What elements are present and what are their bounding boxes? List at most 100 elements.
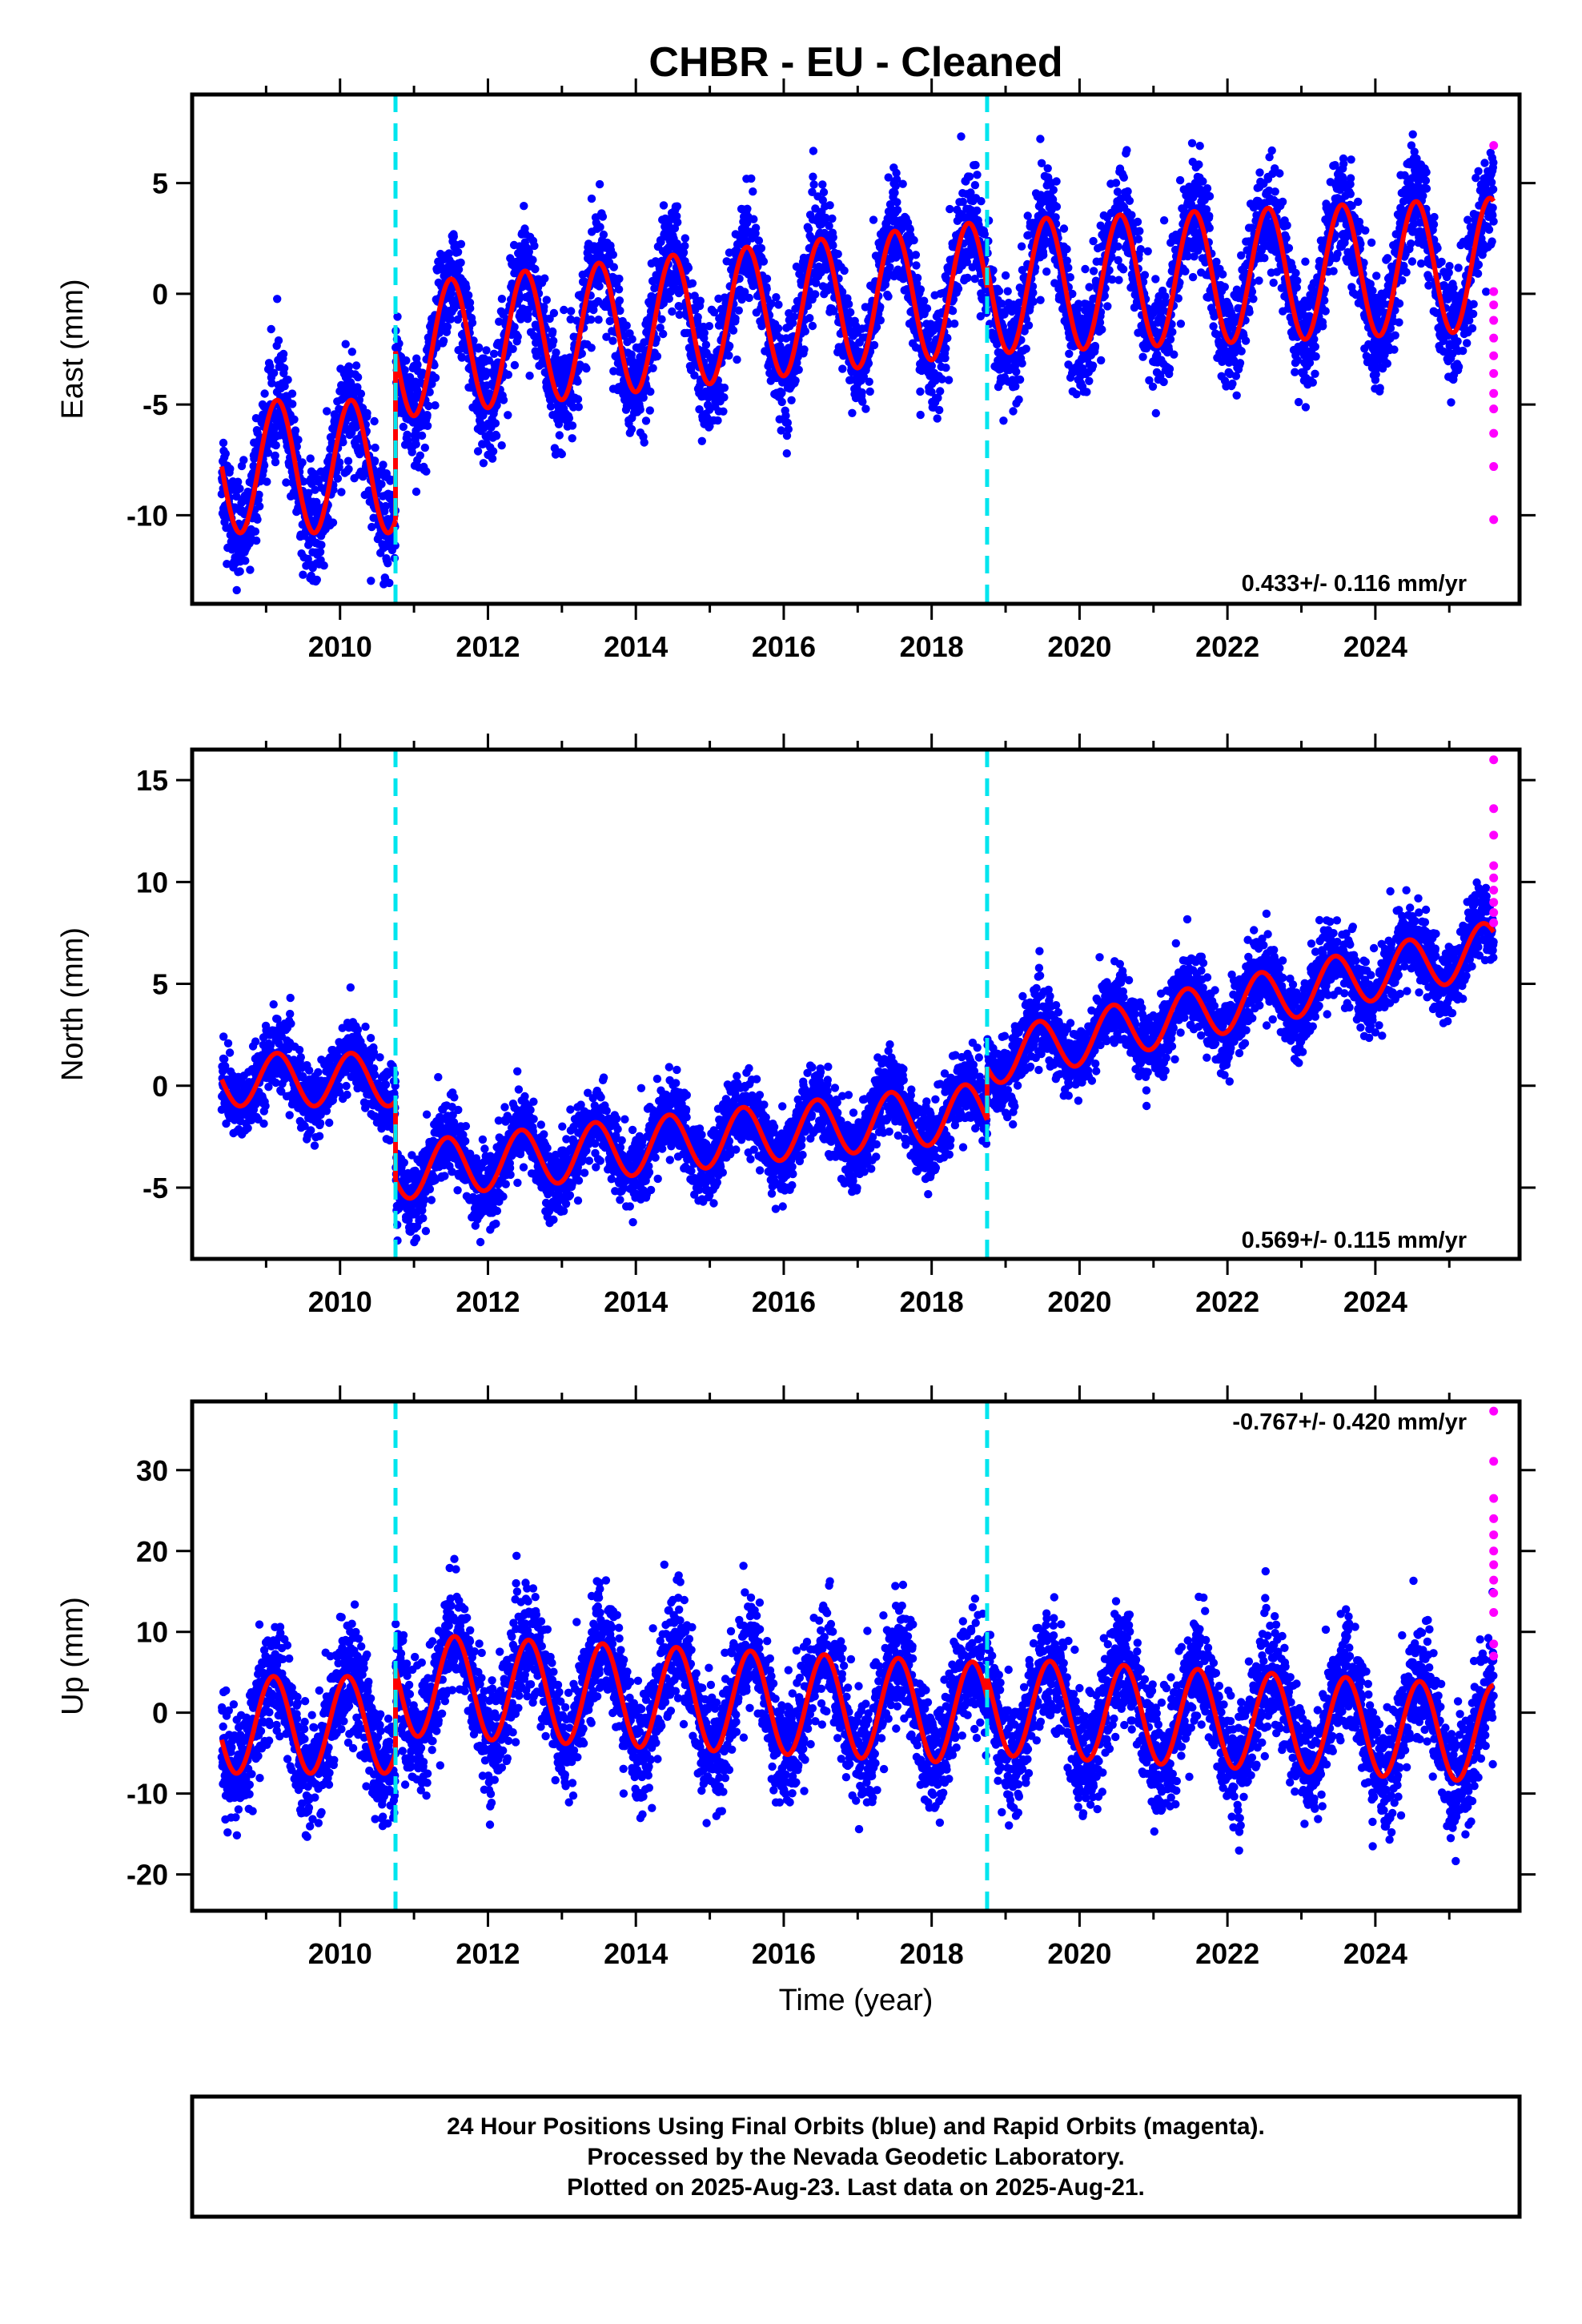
final-orbit-point: [540, 274, 549, 283]
final-orbit-point: [1220, 283, 1230, 292]
final-orbit-point: [1134, 235, 1143, 243]
final-orbit-point: [567, 307, 576, 316]
final-orbit-point: [339, 438, 347, 447]
final-orbit-point: [1228, 379, 1237, 388]
final-orbit-point: [681, 234, 689, 243]
final-orbit-point: [1143, 247, 1152, 255]
final-orbit-point: [1036, 135, 1045, 143]
final-orbit-point: [1015, 375, 1025, 384]
final-orbit-point: [335, 458, 344, 467]
final-orbit-point: [622, 321, 631, 330]
final-orbit-point: [936, 387, 945, 396]
final-orbit-point: [520, 202, 528, 211]
final-orbit-point: [1127, 211, 1136, 219]
final-orbit-point: [628, 335, 636, 344]
final-orbit-point: [504, 370, 512, 380]
final-orbit-point: [239, 456, 248, 464]
final-orbit-point: [347, 348, 356, 356]
final-orbit-point: [627, 350, 636, 359]
final-orbit-point: [801, 327, 809, 336]
final-orbit-point: [495, 317, 504, 326]
final-orbit-point: [304, 489, 313, 497]
final-orbit-point: [1245, 308, 1254, 316]
final-orbit-point: [241, 557, 250, 565]
final-orbit-point: [757, 243, 766, 253]
final-orbit-point: [456, 258, 465, 267]
final-orbit-point: [587, 344, 596, 352]
final-orbit-point: [1301, 257, 1310, 266]
final-orbit-point: [673, 218, 682, 227]
final-orbit-point: [749, 215, 758, 223]
final-orbit-point: [1205, 211, 1214, 220]
final-orbit-point: [774, 300, 783, 309]
final-orbit-point: [733, 355, 741, 364]
final-orbit-point: [413, 360, 422, 369]
final-orbit-point: [294, 436, 303, 444]
final-orbit-point: [370, 416, 379, 426]
final-orbit-point: [1311, 352, 1320, 361]
final-orbit-point: [474, 343, 484, 352]
final-orbit-point: [1001, 271, 1010, 280]
final-orbit-point: [515, 295, 524, 304]
final-orbit-point: [696, 296, 705, 305]
final-orbit-point: [531, 264, 540, 274]
final-orbit-point: [1085, 376, 1094, 385]
final-orbit-point: [1174, 294, 1183, 303]
final-orbit-point: [602, 332, 611, 341]
final-orbit-point: [1320, 296, 1329, 305]
final-orbit-point: [425, 388, 434, 396]
final-orbit-point: [298, 458, 307, 467]
final-orbit-point: [641, 416, 651, 425]
final-orbit-point: [377, 480, 386, 489]
final-orbit-point: [840, 266, 849, 275]
final-orbit-point: [1072, 390, 1081, 399]
final-orbit-point: [725, 351, 733, 360]
final-orbit-point: [1195, 160, 1203, 169]
final-orbit-point: [356, 389, 366, 398]
final-orbit-point: [994, 287, 1004, 296]
final-orbit-point: [659, 299, 668, 308]
final-orbit-point: [263, 448, 273, 457]
final-orbit-point: [1212, 257, 1221, 267]
final-orbit-point: [344, 464, 353, 473]
final-orbit-point: [573, 395, 583, 404]
final-orbit-point: [782, 449, 791, 458]
final-orbit-point: [1293, 276, 1302, 285]
final-orbit-point: [260, 389, 269, 398]
final-orbit-point: [420, 443, 429, 452]
final-orbit-point: [290, 415, 299, 424]
final-orbit-point: [912, 261, 921, 270]
final-orbit-point: [271, 440, 280, 450]
final-orbit-point: [609, 263, 618, 271]
final-orbit-point: [927, 361, 937, 371]
final-orbit-point: [351, 361, 361, 370]
final-orbit-point: [582, 364, 591, 373]
final-orbit-point: [645, 406, 654, 415]
final-orbit-point: [608, 250, 617, 259]
final-orbit-point: [1249, 295, 1258, 304]
final-orbit-point: [317, 541, 326, 549]
final-orbit-point: [446, 315, 456, 324]
final-orbit-point: [659, 201, 669, 210]
final-orbit-point: [1135, 227, 1144, 235]
final-orbit-point: [1029, 288, 1038, 297]
final-orbit-point: [864, 359, 873, 368]
final-orbit-point: [608, 336, 617, 345]
final-orbit-point: [1175, 175, 1185, 185]
final-orbit-point: [805, 314, 814, 323]
final-orbit-point: [595, 282, 604, 291]
final-orbit-point: [916, 387, 925, 396]
final-orbit-point: [319, 561, 328, 570]
final-orbit-point: [479, 411, 488, 420]
final-orbit-point: [288, 400, 297, 408]
final-orbit-point: [1205, 191, 1215, 201]
final-orbit-point: [673, 202, 682, 211]
final-orbit-point: [1133, 217, 1142, 227]
final-orbit-point: [848, 408, 857, 417]
final-orbit-point: [1039, 251, 1048, 259]
final-orbit-point: [1089, 267, 1098, 275]
final-orbit-point: [566, 315, 575, 324]
final-orbit-point: [549, 308, 559, 318]
final-orbit-point: [557, 449, 566, 459]
final-orbit-point: [973, 171, 982, 179]
